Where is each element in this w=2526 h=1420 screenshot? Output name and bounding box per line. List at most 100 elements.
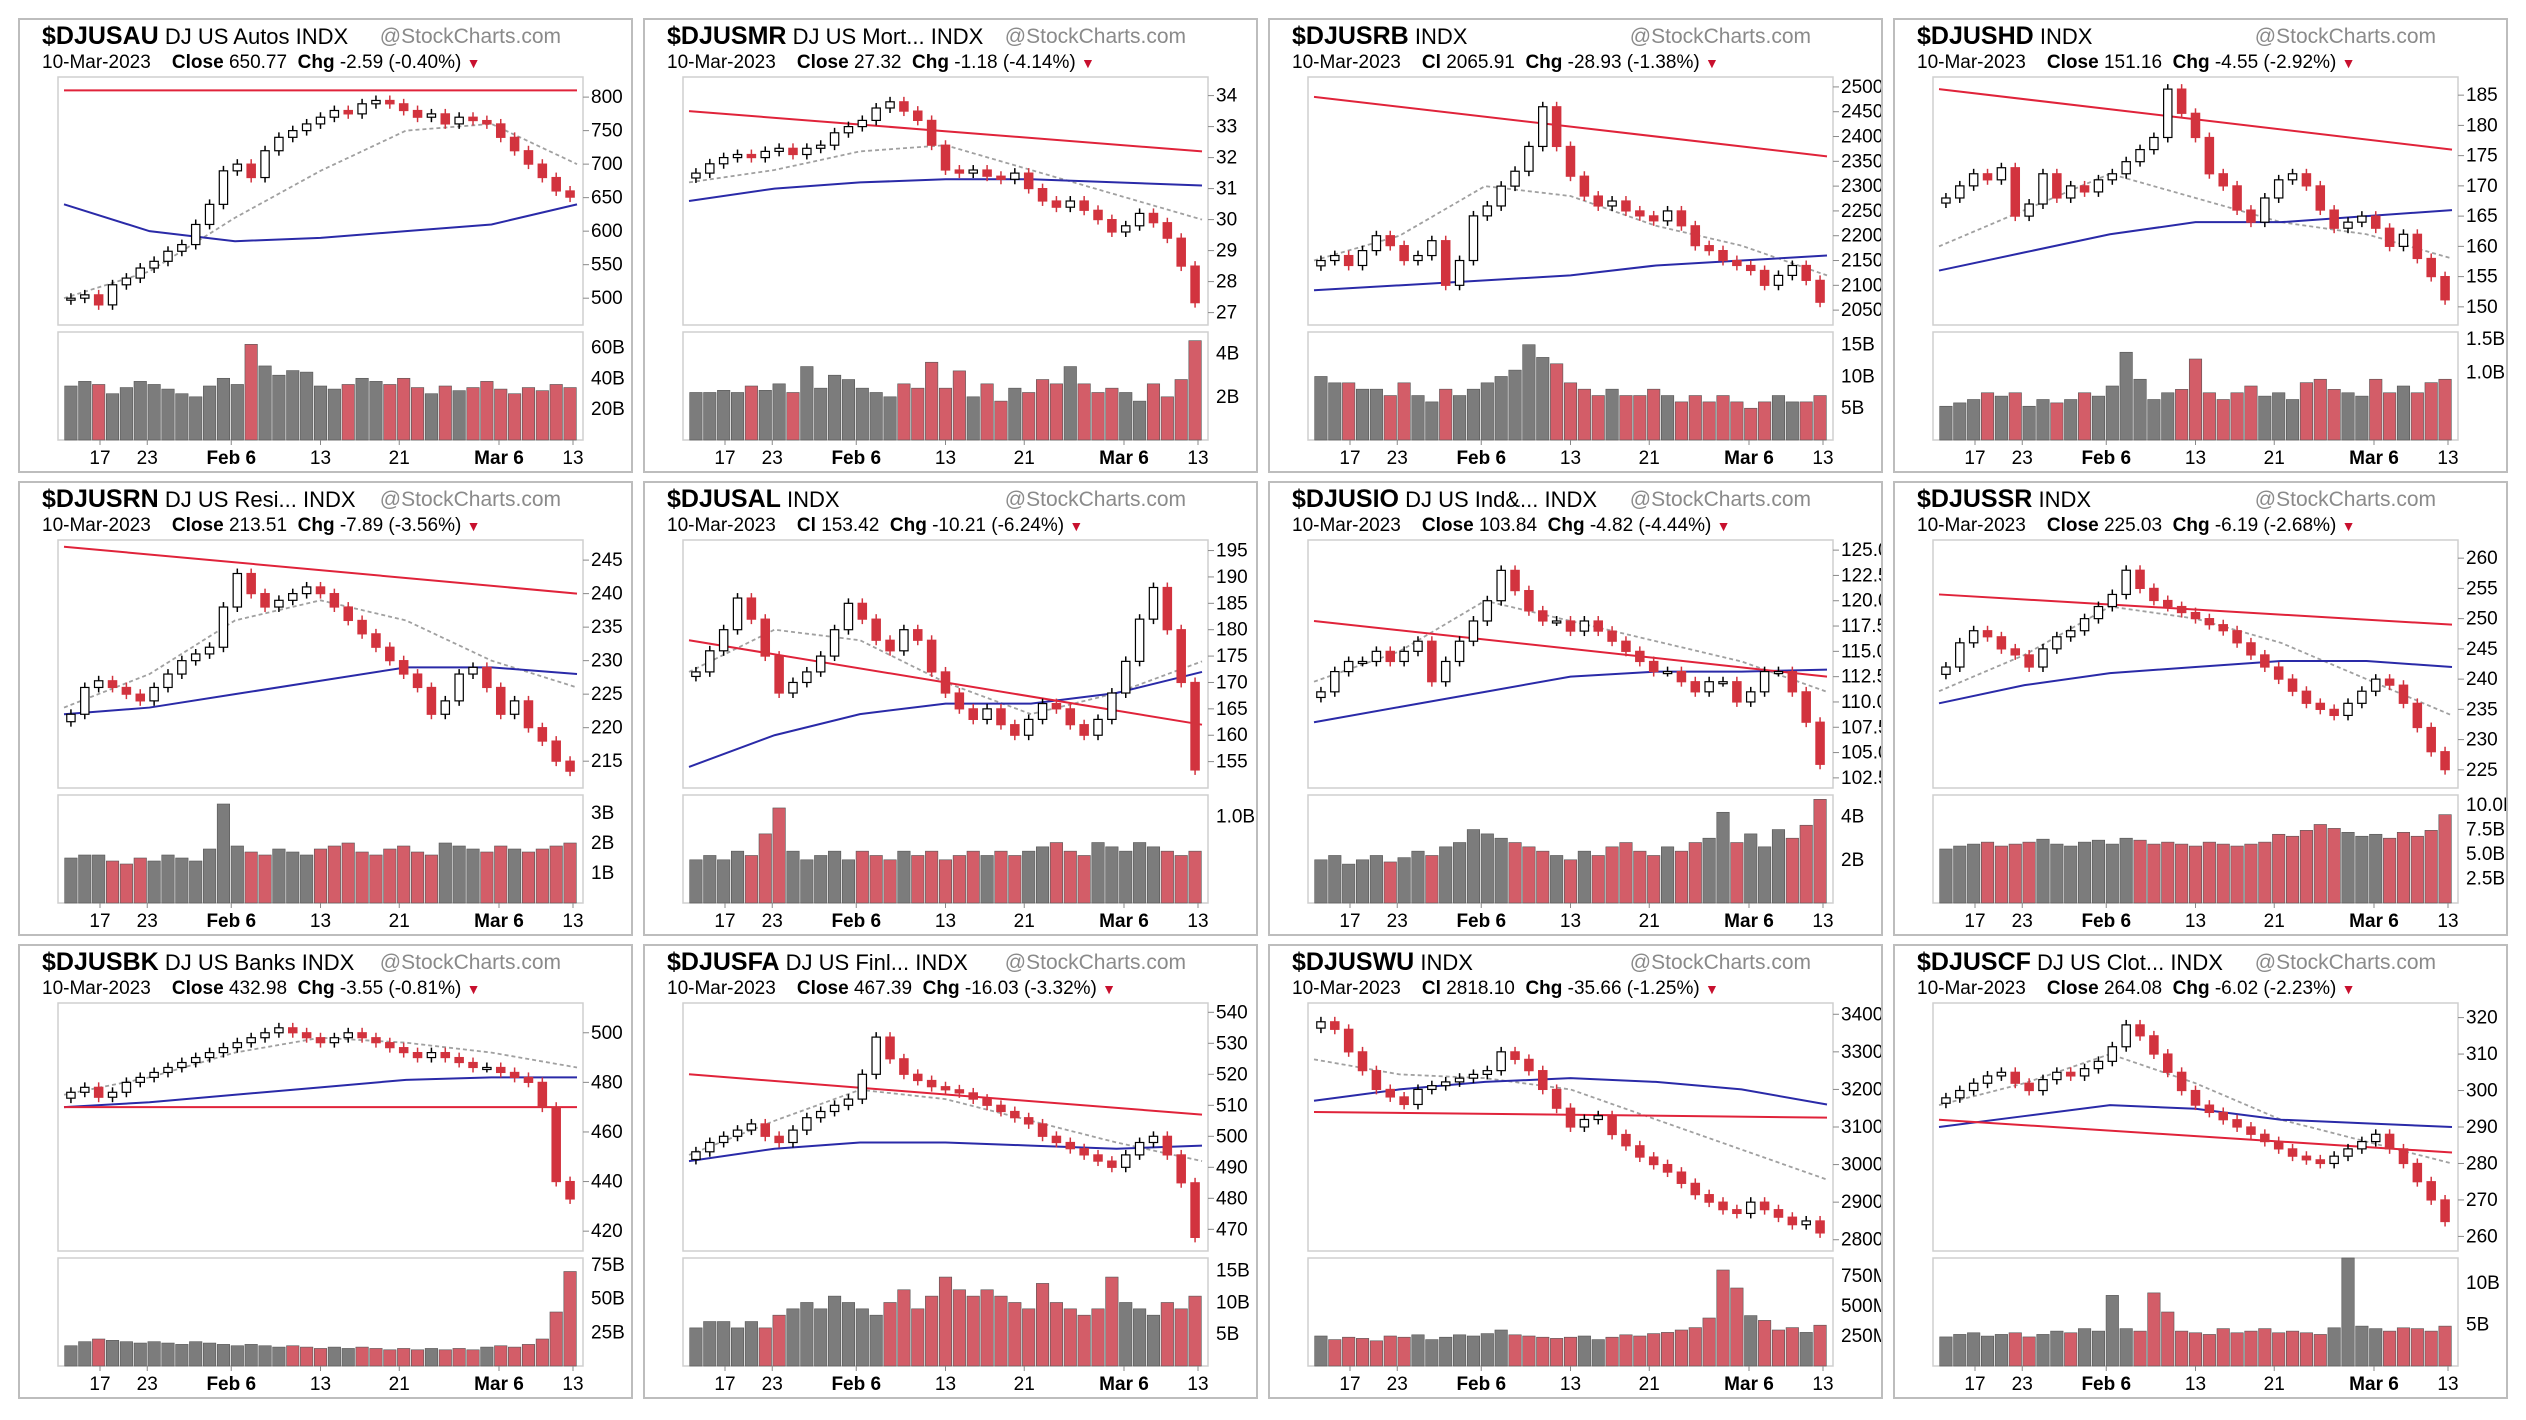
x-tick-label: 13 <box>310 1374 331 1395</box>
candle-body <box>996 708 1006 726</box>
candle-body <box>163 1066 173 1074</box>
chart-panel-djusmr[interactable]: $DJUSMR DJ US Mort... INDX @StockCharts.c… <box>643 18 1258 473</box>
volume-bar <box>1953 845 1967 904</box>
symbol: $DJUSAU <box>42 22 159 50</box>
candle-body <box>2204 1104 2215 1114</box>
candle-body <box>468 666 478 675</box>
chg-label: Chg <box>2172 978 2210 999</box>
volume-bar <box>2175 1330 2189 1367</box>
y-tick-label: 2900 <box>1841 1192 1881 1213</box>
volume-bar <box>1674 401 1688 441</box>
candle-body <box>1732 1209 1742 1215</box>
y-tick-label: 225 <box>2466 760 2498 781</box>
volume-bar <box>286 1345 300 1367</box>
candle-body <box>2218 1111 2228 1121</box>
volume-bar <box>1119 1302 1133 1367</box>
candle-body <box>1162 222 1173 239</box>
y-tick-label: 500 <box>591 288 623 309</box>
candle-body <box>1385 650 1396 663</box>
y-tick-label: 490 <box>1216 1157 1248 1178</box>
volume-bar <box>1453 1334 1467 1367</box>
volume-bar <box>133 857 147 904</box>
chart-panel-djuscf[interactable]: $DJUSCF DJ US Clot... INDX @StockCharts.c… <box>1893 944 2508 1399</box>
chart-header: $DJUSHD INDX <box>1917 22 2092 51</box>
volume-bar <box>828 374 842 441</box>
chart-header: $DJUSWU INDX <box>1292 948 1473 977</box>
symbol: $DJUSSR <box>1917 485 2033 513</box>
volume-bar <box>438 1349 452 1367</box>
candle-body <box>2260 197 2270 223</box>
volume-bar <box>272 848 286 904</box>
chart-panel-djusal[interactable]: $DJUSAL INDX @StockCharts.com 10-Mar-2023 … <box>643 481 1258 936</box>
sma-200-line <box>688 110 1203 153</box>
chart-panel-djussr[interactable]: $DJUSSR INDX @StockCharts.com 10-Mar-2023 … <box>1893 481 2508 936</box>
volume-bar <box>1091 392 1105 441</box>
chart-header: $DJUSSR INDX <box>1917 485 2091 514</box>
chart-panel-djusbk[interactable]: $DJUSBK DJ US Banks INDX @StockCharts.com… <box>18 944 633 1399</box>
candle-body <box>2038 173 2048 205</box>
volume-bar <box>313 385 328 441</box>
sma-20-line <box>1313 1058 1828 1181</box>
chart-panel-djuswu[interactable]: $DJUSWU INDX @StockCharts.com 10-Mar-2023 … <box>1268 944 1883 1399</box>
chart-header: $DJUSFA DJ US Finl... INDX <box>667 948 968 977</box>
y-tick-label: 33 <box>1216 117 1237 138</box>
y-tick-label: 34 <box>1216 86 1238 107</box>
down-arrow-icon: ▼ <box>466 55 481 71</box>
volume-bar <box>355 377 369 441</box>
volume-bar <box>2369 378 2383 441</box>
volume-bar <box>869 1314 883 1367</box>
price-chart-svg: 500 480 460 440 420 75B 50B 25B 17 23 Feb 6 13 21 Mar… <box>57 1002 625 1395</box>
candle-body <box>1815 721 1825 765</box>
volume-tick-label: 60B <box>591 337 625 358</box>
candle-body <box>2065 185 2076 199</box>
y-tick-label: 290 <box>2466 1117 2498 1138</box>
volume-bar <box>1591 395 1605 441</box>
volume-bar <box>1022 850 1036 904</box>
volume-bar <box>800 366 814 441</box>
candle-body <box>732 153 743 159</box>
chart-panel-djusfa[interactable]: $DJUSFA DJ US Finl... INDX @StockCharts.c… <box>643 944 1258 1399</box>
candle-body <box>1385 235 1396 247</box>
x-tick-label: 23 <box>2012 1374 2033 1395</box>
chg-value: -3.55 (-0.81%) <box>339 978 462 999</box>
x-tick-label: 13 <box>935 448 956 469</box>
volume-bar <box>703 855 717 904</box>
candle-body <box>2107 593 2118 608</box>
candle-body <box>2370 1133 2381 1143</box>
candle-body <box>788 147 798 156</box>
volume-bar <box>2286 835 2300 904</box>
candle-body <box>1134 212 1145 227</box>
chg-label: Chg <box>297 978 335 999</box>
chart-panel-djusio[interactable]: $DJUSIO DJ US Ind&... INDX @StockCharts.c… <box>1268 481 1883 936</box>
volume-bar <box>994 850 1008 904</box>
chart-panel-djusau[interactable]: $DJUSAU DJ US Autos INDX @StockCharts.com… <box>18 18 633 473</box>
volume-bar <box>1355 388 1370 441</box>
volume-bar <box>841 859 855 904</box>
volume-bar <box>494 1345 508 1367</box>
volume-bar <box>119 387 133 441</box>
volume-bar <box>2341 392 2355 441</box>
candle-body <box>537 163 548 179</box>
exchange: INDX <box>2038 487 2092 512</box>
chart-header: $DJUSAU DJ US Autos INDX <box>42 22 348 51</box>
volume-bar <box>2272 833 2286 904</box>
chg-label: Chg <box>889 515 927 536</box>
volume-bar <box>2105 1295 2119 1367</box>
x-tick-label: 13 <box>2437 911 2458 932</box>
volume-bar <box>2286 1330 2300 1367</box>
candle-body <box>2287 678 2298 692</box>
candle-body <box>1621 1133 1631 1147</box>
candle-body <box>1593 195 1603 207</box>
chart-panel-djushd[interactable]: $DJUSHD INDX @StockCharts.com 10-Mar-2023 … <box>1893 18 2508 473</box>
volume-bar <box>313 1348 328 1367</box>
close-label: Close <box>2046 52 2099 73</box>
volume-bar <box>300 1346 314 1367</box>
chart-panel-djusrn[interactable]: $DJUSRN DJ US Resi... INDX @StockCharts.c… <box>18 481 633 936</box>
candle-body <box>1371 650 1382 663</box>
volume-bar <box>175 393 189 441</box>
volume-bar <box>1522 846 1536 904</box>
chg-value: -7.89 (-3.56%) <box>339 515 462 536</box>
watermark: @StockCharts.com <box>1629 488 1811 511</box>
candle-body <box>80 686 90 715</box>
chart-panel-djusrb[interactable]: $DJUSRB INDX @StockCharts.com 10-Mar-2023 … <box>1268 18 1883 473</box>
